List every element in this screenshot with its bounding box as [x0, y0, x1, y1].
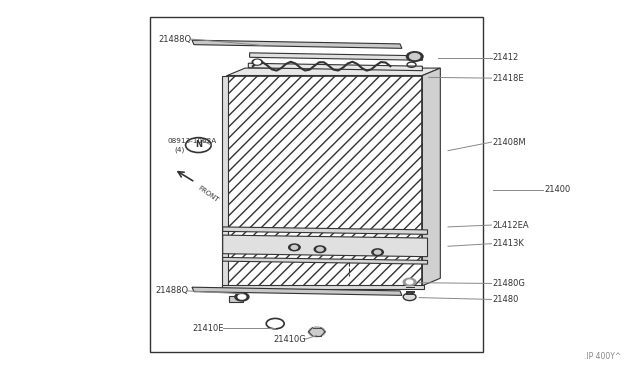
Circle shape [186, 138, 211, 153]
Text: (4): (4) [174, 146, 184, 153]
Polygon shape [223, 235, 428, 257]
Text: 21410E: 21410E [193, 324, 224, 333]
Text: 21480G: 21480G [493, 279, 525, 288]
Bar [150, 17, 483, 352]
Circle shape [403, 293, 416, 301]
Text: 21418E: 21418E [493, 74, 524, 83]
Text: 21410G: 21410G [273, 335, 306, 344]
Polygon shape [192, 40, 402, 48]
Polygon shape [223, 227, 428, 234]
Text: 21408M: 21408M [493, 138, 527, 147]
Bar [229, 296, 243, 302]
Bar [222, 285, 424, 289]
Circle shape [410, 54, 420, 60]
Polygon shape [227, 68, 440, 76]
Bar [227, 76, 422, 286]
Text: 21413K: 21413K [493, 239, 525, 248]
Bar [222, 76, 228, 286]
Polygon shape [248, 63, 422, 71]
Text: N: N [195, 140, 202, 149]
Circle shape [374, 250, 381, 254]
Circle shape [317, 247, 323, 251]
Polygon shape [192, 287, 402, 295]
Text: 08913-1062A: 08913-1062A [168, 138, 217, 144]
Text: 21400: 21400 [544, 185, 570, 194]
Circle shape [403, 278, 416, 286]
Polygon shape [422, 68, 440, 286]
Circle shape [406, 52, 423, 61]
Text: 21488Q: 21488Q [159, 35, 192, 44]
Polygon shape [223, 257, 428, 264]
Text: 2L412EA: 2L412EA [493, 221, 529, 230]
Circle shape [372, 249, 383, 256]
Circle shape [235, 293, 249, 301]
Circle shape [311, 328, 323, 335]
Circle shape [406, 280, 413, 284]
Circle shape [252, 59, 262, 65]
Text: 21488Q: 21488Q [156, 286, 189, 295]
Text: .IP 400Y^: .IP 400Y^ [584, 352, 621, 361]
Polygon shape [250, 53, 422, 60]
Text: 21412: 21412 [493, 53, 519, 62]
Text: FRONT: FRONT [197, 185, 220, 204]
Circle shape [254, 60, 260, 64]
Circle shape [308, 327, 325, 337]
Circle shape [289, 244, 300, 251]
Circle shape [291, 246, 298, 249]
Circle shape [238, 295, 246, 299]
Text: 21480: 21480 [493, 295, 519, 304]
Circle shape [314, 246, 326, 253]
